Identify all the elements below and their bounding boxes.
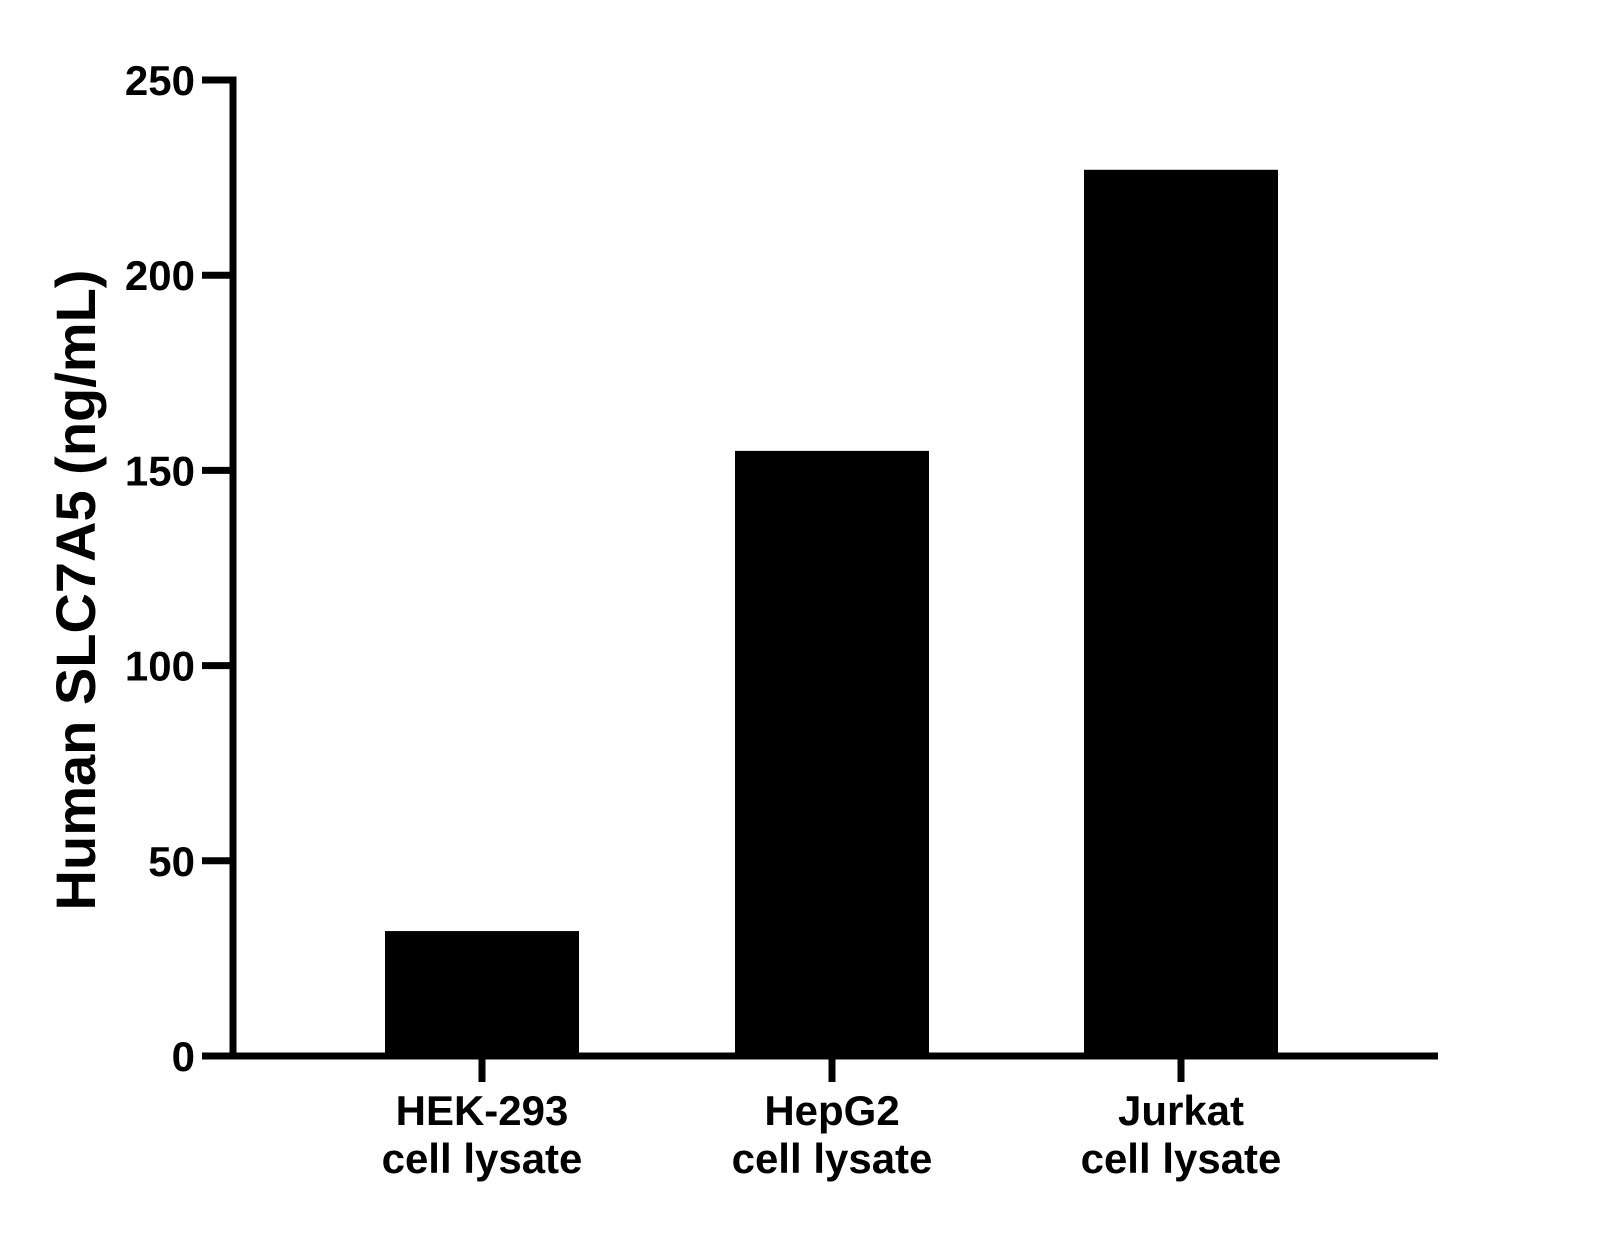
y-tick-label: 250 [125, 57, 195, 104]
bar-jurkat [1084, 169, 1278, 1057]
x-tick-label: HepG2 cell lysate [732, 1087, 933, 1182]
x-axis-ticks: HEK-293 cell lysate HepG2 cell lysate Jurkat… [382, 1056, 1282, 1182]
y-axis-title: Human SLC7A5 (ng/mL) [44, 270, 107, 911]
x-tick-label: Jurkat cell lysate [1081, 1087, 1282, 1182]
y-axis-ticks: 0 50 100 150 200 250 [125, 57, 233, 1080]
y-tick-label: 100 [125, 643, 195, 690]
y-tick-label: 50 [148, 838, 195, 885]
y-tick-label: 150 [125, 447, 195, 494]
bar-hek-293 [385, 931, 579, 1056]
x-tick-label: HEK-293 cell lysate [382, 1087, 583, 1182]
y-tick-label: 200 [125, 252, 195, 299]
bars [385, 169, 1278, 1057]
y-tick-label: 0 [172, 1033, 195, 1080]
bar-hepg2 [735, 450, 929, 1056]
